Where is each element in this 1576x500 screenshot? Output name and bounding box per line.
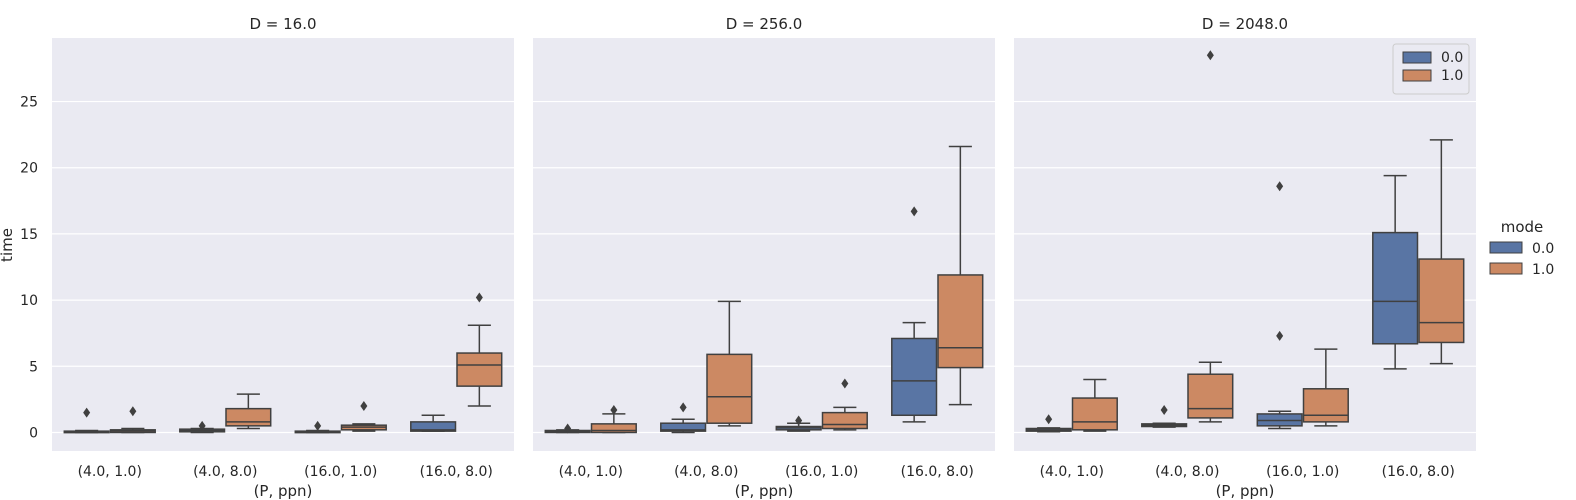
legend-title: mode — [1501, 218, 1544, 236]
legend-label: 1.0 — [1532, 262, 1554, 278]
x-tick-label: (4.0, 8.0) — [193, 464, 257, 480]
y-axis-label: time — [0, 228, 16, 262]
y-tick-label: 25 — [20, 95, 38, 111]
plot-background — [52, 38, 514, 451]
iqr-box — [891, 337, 938, 417]
panel-0: 0 5 10 15 20 25 D = 16.0 (4.0, 1.0) (4.0, 8.0) (1… — [20, 15, 514, 500]
iqr-box — [821, 411, 868, 430]
box-mode-1-0 — [590, 404, 637, 434]
iqr-box — [937, 274, 984, 369]
box-mode-0-0 — [1141, 404, 1188, 428]
box-mode-0-0 — [1025, 414, 1072, 433]
box-mode-0-0 — [775, 415, 822, 432]
box-mode-1-0 — [225, 393, 272, 430]
box-mode-1-0 — [1302, 348, 1349, 427]
box-mode-0-0 — [179, 420, 226, 434]
x-axis-label: (P, ppn) — [735, 482, 794, 500]
y-tick-label: 15 — [20, 227, 38, 243]
iqr-box — [660, 422, 707, 432]
inner-legend: 0.01.0 — [1392, 43, 1470, 95]
x-tick-label: (4.0, 1.0) — [559, 464, 623, 480]
box-mode-1-0 — [456, 292, 503, 407]
x-tick-label: (16.0, 1.0) — [1266, 464, 1339, 480]
x-axis-label: (P, ppn) — [254, 482, 313, 500]
box-mode-0-0 — [63, 407, 110, 434]
outlier-point — [1045, 414, 1053, 425]
outlier-point — [679, 402, 687, 413]
x-tick-label: (4.0, 8.0) — [1155, 464, 1219, 480]
iqr-box — [1372, 231, 1419, 345]
box-mode-0-0 — [660, 402, 707, 434]
iqr-box — [225, 407, 272, 427]
iqr-box — [1302, 388, 1349, 423]
box-mode-0-0 — [1256, 181, 1303, 430]
box-mode-1-0 — [1071, 378, 1118, 432]
panel-2: D = 2048.0 (4.0, 1.0) (4.0, 8.0) (16.0, 1.0… — [1014, 15, 1476, 500]
iqr-box — [590, 423, 637, 434]
outer-legend: mode 0.0 1.0 — [1489, 218, 1554, 278]
x-tick-label: (16.0, 8.0) — [420, 464, 493, 480]
box-mode-1-0 — [1187, 50, 1234, 423]
outlier-point — [360, 400, 368, 411]
legend-label: 1.0 — [1441, 68, 1463, 84]
outlier-point — [610, 404, 618, 415]
panels: 0 5 10 15 20 25 D = 16.0 (4.0, 1.0) (4.0, 8.0) (1… — [20, 15, 1476, 500]
box-mode-0-0 — [1372, 174, 1419, 370]
outlier-point — [1276, 330, 1284, 341]
box-mode-0-0 — [410, 414, 457, 432]
outlier-point — [1276, 181, 1284, 192]
box-mode-1-0 — [340, 400, 387, 432]
x-tick-label: (16.0, 1.0) — [304, 464, 377, 480]
legend-swatch — [1489, 262, 1523, 275]
x-tick-label: (4.0, 1.0) — [78, 464, 142, 480]
outlier-point — [795, 415, 803, 426]
legend-label: 0.0 — [1532, 241, 1554, 257]
y-tick-label: 0 — [29, 425, 38, 441]
iqr-box — [1187, 373, 1234, 419]
iqr-box — [1418, 258, 1465, 344]
box-mode-1-0 — [821, 378, 868, 431]
x-tick-label: (4.0, 8.0) — [674, 464, 738, 480]
y-tick-label: 10 — [20, 293, 38, 309]
box-mode-1-0 — [706, 300, 753, 427]
box-mode-0-0 — [294, 420, 341, 434]
panel-1: D = 256.0 (4.0, 1.0) (4.0, 8.0) (16.0, 1.0)… — [533, 15, 995, 500]
outlier-point — [129, 406, 137, 417]
box-mode-1-0 — [1418, 139, 1465, 365]
outlier-point — [314, 420, 322, 431]
x-axis-label: (P, ppn) — [1216, 482, 1275, 500]
box-mode-1-0 — [109, 406, 156, 434]
panel-title: D = 2048.0 — [1202, 15, 1288, 33]
x-tick-label: (16.0, 1.0) — [785, 464, 858, 480]
outlier-point — [475, 292, 483, 303]
x-tick-label: (16.0, 8.0) — [1382, 464, 1455, 480]
panel-title: D = 16.0 — [249, 15, 316, 33]
y-tick-label: 5 — [29, 359, 38, 375]
outlier-point — [198, 420, 206, 431]
x-tick-label: (16.0, 8.0) — [901, 464, 974, 480]
outlier-point — [841, 378, 849, 389]
legend-swatch — [1402, 51, 1432, 64]
legend-swatch — [1489, 241, 1523, 254]
box-mode-0-0 — [891, 206, 938, 423]
y-tick-label: 20 — [20, 161, 38, 177]
x-tick-label: (4.0, 1.0) — [1040, 464, 1104, 480]
outlier-point — [83, 407, 91, 418]
iqr-box — [456, 352, 503, 387]
box-mode-0-0 — [544, 423, 591, 434]
panel-title: D = 256.0 — [726, 15, 803, 33]
iqr-box — [1071, 397, 1118, 431]
iqr-box — [706, 353, 753, 424]
legend-label: 0.0 — [1441, 50, 1463, 66]
outlier-point — [1160, 404, 1168, 415]
outlier-point — [910, 206, 918, 217]
outlier-point — [564, 423, 572, 434]
outlier-point — [1206, 50, 1214, 61]
legend-swatch — [1402, 69, 1432, 82]
iqr-box — [410, 421, 457, 432]
box-mode-1-0 — [937, 145, 984, 406]
